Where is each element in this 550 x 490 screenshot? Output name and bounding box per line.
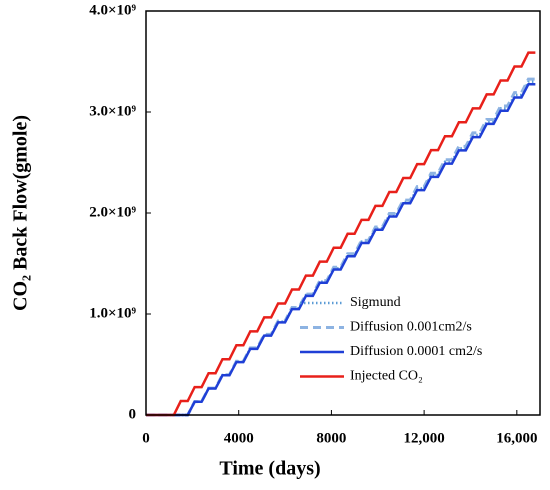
plot-frame	[145, 10, 541, 416]
legend-label: Injected CO₂	[350, 369, 423, 384]
x-tick-label: 16,000	[496, 430, 537, 446]
legend-label: Diffusion 0.0001 cm2/s	[350, 344, 482, 359]
x-axis-label: Time (days)	[219, 458, 320, 480]
series-line	[146, 82, 536, 417]
y-axis-label: CO₂ Back Flow(gmole)	[10, 115, 32, 311]
x-tick-label: 0	[142, 430, 150, 446]
y-tick-label: 1.0×10⁹	[89, 305, 136, 321]
x-tick-label: 8000	[316, 430, 346, 446]
series-line	[146, 51, 536, 417]
legend-label: Diffusion 0.001cm2/s	[350, 320, 472, 335]
x-tick-label: 4000	[224, 430, 254, 446]
y-tick-label: 4.0×10⁹	[89, 2, 136, 18]
y-tick-label: 3.0×10⁹	[89, 103, 136, 119]
x-tick-label: 12,000	[403, 430, 444, 446]
y-tick-label: 0	[129, 406, 137, 422]
legend-label: Sigmund	[350, 295, 401, 310]
y-tick-label: 2.0×10⁹	[89, 204, 136, 220]
